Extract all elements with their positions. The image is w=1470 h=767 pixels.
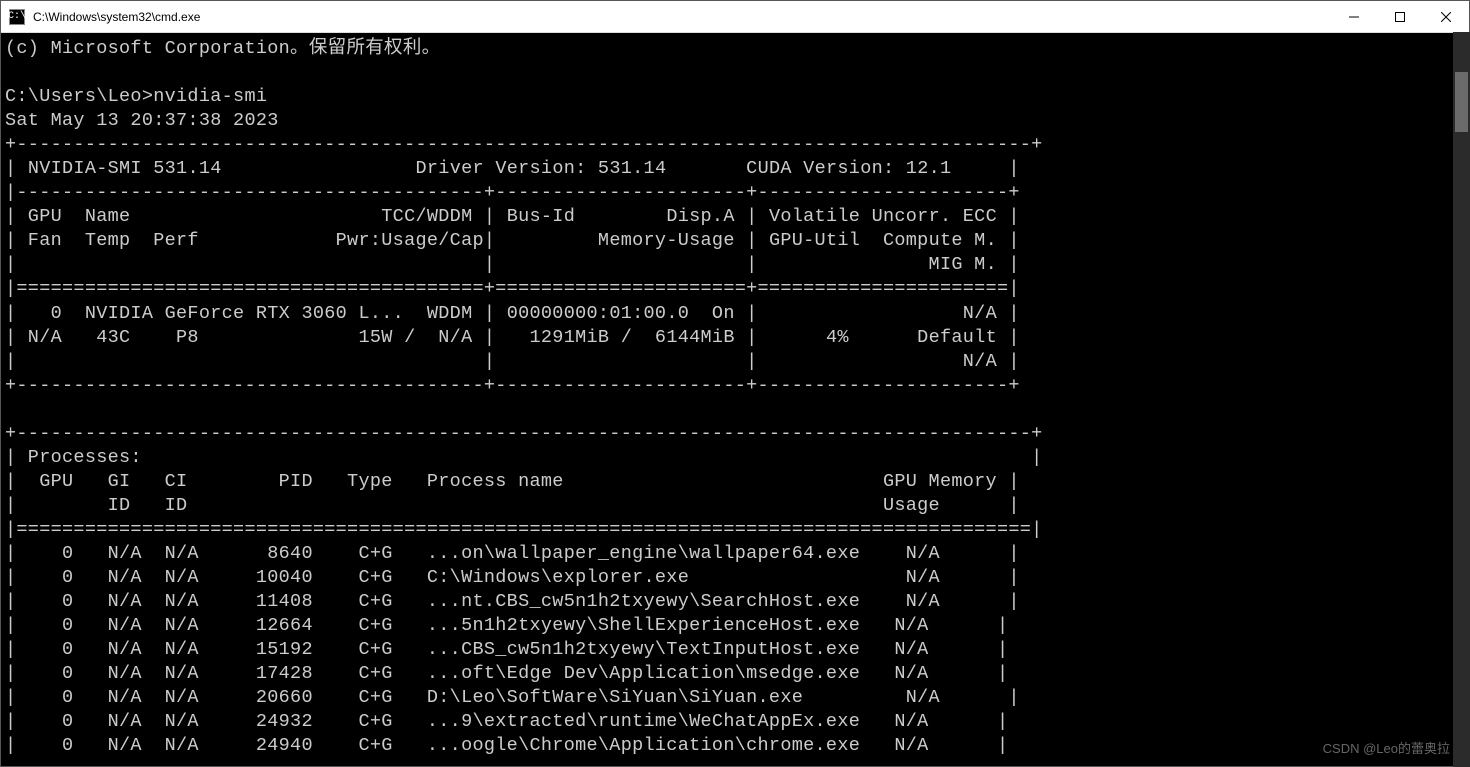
- prompt-line: C:\Users\Leo>nvidia-smi: [5, 86, 267, 107]
- window-title: C:\Windows\system32\cmd.exe: [33, 10, 1331, 24]
- cmd-window: C:\ C:\Windows\system32\cmd.exe (c) Micr…: [0, 0, 1470, 767]
- gpu-header-row1-col3: Volatile Uncorr. ECC: [758, 206, 1009, 227]
- gpu-header-row1-col1: GPU Name TCC/WDDM: [16, 206, 483, 227]
- maximize-button[interactable]: [1377, 1, 1423, 33]
- watermark: CSDN @Leo的蕾奥拉: [1323, 738, 1450, 757]
- gpu-header-row2-col1: Fan Temp Perf Pwr:Usage/Cap: [16, 230, 483, 251]
- cmd-icon: C:\: [9, 9, 25, 25]
- gpu-header-row2-col2: Memory-Usage: [495, 230, 746, 251]
- copyright-line: (c) Microsoft Corporation。保留所有权利。: [5, 38, 440, 59]
- gpu-row-col3-line2: 4% Default: [758, 327, 1009, 348]
- gpu-row-col1-line2: N/A 43C P8 15W / N/A: [16, 327, 483, 348]
- driver-version: Driver Version: 531.14: [416, 158, 667, 179]
- scrollbar-thumb[interactable]: [1455, 72, 1468, 132]
- gpu-row-col2-line2: 1291MiB / 6144MiB: [495, 327, 746, 348]
- processes-header1: GPU GI CI PID Type Process name GPU Memo…: [16, 471, 1008, 492]
- smi-version: NVIDIA-SMI 531.14: [28, 158, 222, 179]
- close-button[interactable]: [1423, 1, 1469, 33]
- gpu-row-col2-line1: 00000000:01:00.0 On: [495, 303, 746, 324]
- titlebar[interactable]: C:\ C:\Windows\system32\cmd.exe: [1, 1, 1469, 33]
- cuda-version: CUDA Version: 12.1: [746, 158, 951, 179]
- gpu-row-col1-line1: 0 NVIDIA GeForce RTX 3060 L... WDDM: [16, 303, 483, 324]
- window-controls: [1331, 1, 1469, 33]
- gpu-header-row1-col2: Bus-Id Disp.A: [495, 206, 746, 227]
- gpu-row-col3-line3: N/A: [758, 351, 1009, 372]
- processes-title: Processes:: [16, 447, 141, 468]
- minimize-button[interactable]: [1331, 1, 1377, 33]
- terminal-content[interactable]: (c) Microsoft Corporation。保留所有权利。 C:\Use…: [1, 33, 1469, 766]
- gpu-row-col3-line1: N/A: [758, 303, 1009, 324]
- process-rows: | 0 N/A N/A 8640 C+G ...on\wallpaper_eng…: [5, 543, 1020, 756]
- processes-header2: ID ID Usage: [16, 495, 1008, 516]
- timestamp-line: Sat May 13 20:37:38 2023: [5, 110, 279, 131]
- gpu-header-row3-col3: MIG M.: [758, 254, 1009, 275]
- scrollbar[interactable]: [1453, 32, 1470, 767]
- gpu-header-row2-col3: GPU-Util Compute M.: [758, 230, 1009, 251]
